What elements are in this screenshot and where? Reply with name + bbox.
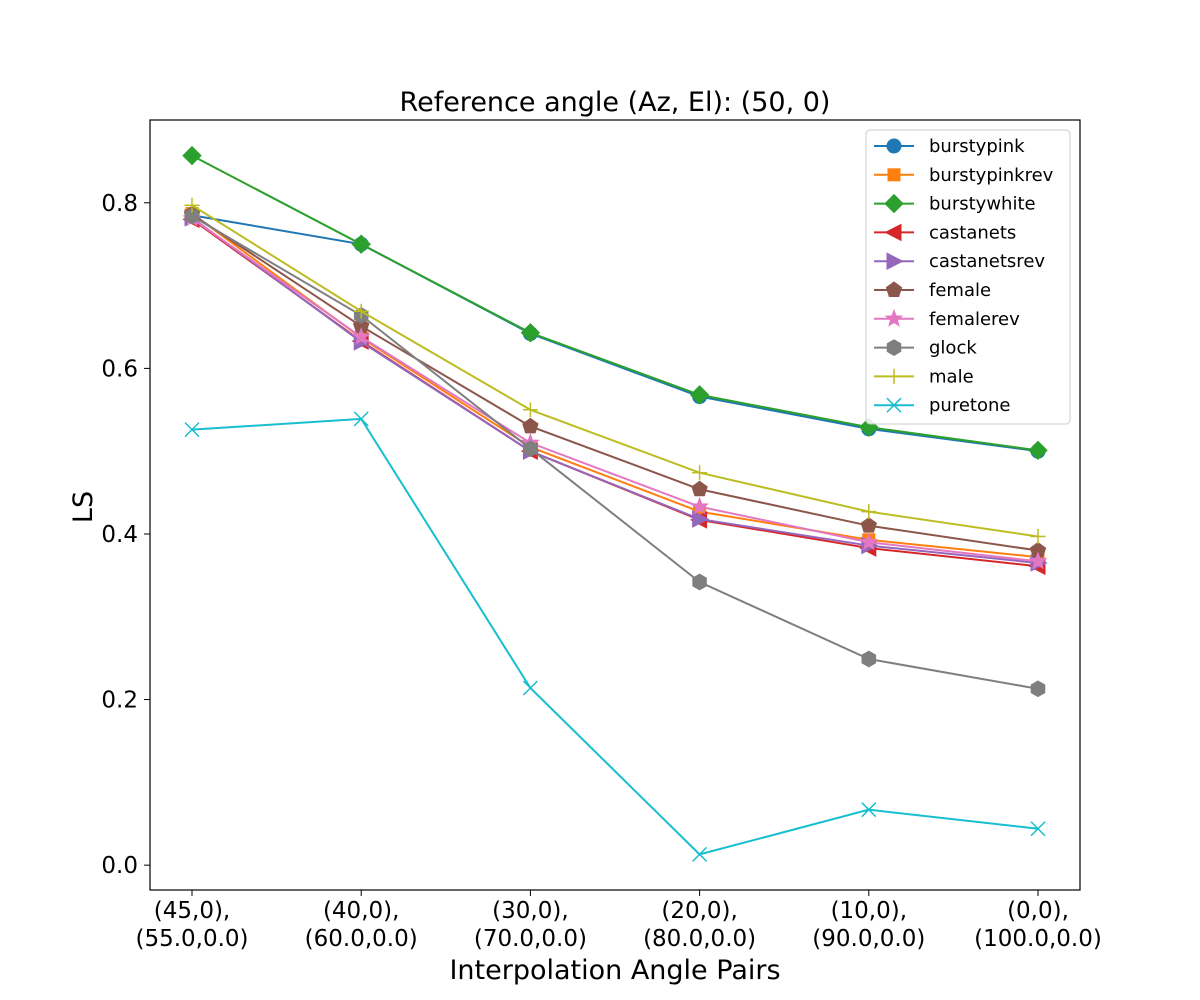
x-tick-label: (60.0,0.0) [305, 926, 418, 952]
legend-item-female: female [874, 280, 991, 301]
legend-item-burstypink: burstypink [874, 136, 1025, 157]
y-tick-label: 0.6 [101, 356, 138, 382]
data-point-puretone-5 [1030, 821, 1046, 837]
x-axis-label: Interpolation Angle Pairs [449, 955, 780, 986]
data-point-burstywhite-3 [689, 385, 710, 405]
data-point-puretone-4 [861, 802, 877, 818]
data-point-puretone-0 [184, 422, 200, 438]
legend-box [865, 129, 1071, 425]
series-line-male [191, 204, 1039, 538]
legend-label: castanets [929, 222, 1016, 243]
legend-item-burstypinkrev: burstypinkrev [874, 165, 1054, 186]
x-tick-label: (30,0), [492, 898, 568, 924]
series-line-female [191, 213, 1039, 552]
series-burstywhite [182, 145, 1048, 461]
y-tick-label: 0.2 [101, 688, 138, 714]
x-tick-label: (90.0,0.0) [812, 926, 925, 952]
data-point-burstywhite-5 [1028, 440, 1048, 461]
legend-label: glock [929, 338, 977, 359]
data-point-puretone-3 [692, 846, 708, 862]
data-point-glock-3 [692, 573, 707, 591]
data-point-male-5 [1030, 528, 1046, 544]
data-point-glock-5 [1030, 680, 1046, 698]
data-point-male-0 [184, 197, 200, 213]
data-point-male-3 [692, 465, 708, 481]
legend-item-femalerev: femalerev [874, 309, 1020, 330]
y-tick-label: 0.8 [101, 191, 138, 217]
legend-item-castanetsrev: castanetsrev [874, 251, 1045, 272]
data-point-glock-2 [523, 440, 538, 458]
x-tick-label: (45,0), [154, 898, 230, 924]
legend-item-burstywhite: burstywhite [874, 194, 1036, 215]
series-line-glock [191, 215, 1039, 690]
data-point-female-4 [860, 517, 877, 533]
data-point-glock-0 [184, 207, 200, 225]
x-tick-label: (80.0,0.0) [643, 926, 756, 952]
legend-marker-puretone [886, 397, 902, 413]
data-point-burstywhite-2 [520, 323, 541, 343]
series-line-burstywhite [191, 154, 1039, 452]
legend-label: burstywhite [929, 194, 1036, 215]
y-tick-label: 0.4 [101, 522, 138, 548]
legend-marker-burstypinkrev [887, 168, 901, 182]
data-point-puretone-2 [522, 680, 538, 696]
x-tick-label: (0,0), [1007, 898, 1069, 924]
series-puretone [184, 411, 1046, 862]
x-tick-label: (40,0), [323, 898, 399, 924]
legend-label: puretone [929, 395, 1010, 416]
legend-label: female [929, 280, 991, 301]
legend-marker-femalerev [884, 308, 904, 327]
legend-label: femalerev [929, 309, 1020, 330]
data-point-femalerev-3 [690, 496, 710, 515]
y-axis: 0.0 0.2 0.4 0.6 0.8 [101, 191, 150, 879]
data-point-castanetsrev-3 [692, 510, 710, 528]
data-point-burstywhite-1 [351, 234, 371, 254]
series-line-femalerev [191, 217, 1039, 563]
legend-label: burstypink [929, 136, 1025, 157]
y-axis-label: LS [68, 491, 99, 523]
x-tick-label: (10,0), [831, 898, 907, 924]
legend-item-glock: glock [874, 338, 977, 359]
data-point-femalerev-5 [1028, 551, 1048, 570]
data-point-burstywhite-0 [182, 145, 202, 166]
legend-marker-burstypink [886, 138, 902, 154]
legend-label: male [929, 366, 974, 387]
plot-area [182, 145, 1048, 862]
data-point-male-1 [353, 303, 369, 319]
x-tick-label: (70.0,0.0) [474, 926, 587, 952]
legend-item-castanets: castanets [874, 222, 1016, 243]
data-point-male-2 [522, 402, 538, 418]
legend-item-male: male [874, 366, 974, 387]
legend-marker-burstywhite [884, 193, 904, 214]
legend: burstypink burstypinkrev burstywhite castan… [865, 129, 1071, 425]
data-point-female-3 [691, 480, 708, 497]
series-male [184, 197, 1046, 544]
data-point-male-4 [861, 504, 877, 520]
legend-marker-female [885, 281, 903, 297]
chart-title: Reference angle (Az, El): (50, 0) [400, 87, 831, 118]
series-line-burstypink [191, 214, 1039, 453]
data-point-femalerev-1 [351, 327, 371, 345]
legend-item-puretone: puretone [874, 395, 1010, 416]
data-point-puretone-1 [353, 411, 369, 427]
series-line-castanetsrev [191, 216, 1039, 564]
legend-marker-glock [886, 339, 902, 356]
legend-label: castanetsrev [929, 251, 1045, 272]
data-point-female-2 [522, 417, 539, 434]
axes-frame [149, 119, 1081, 891]
x-tick-label: (55.0,0.0) [135, 926, 248, 952]
x-tick-label: (100.0,0.0) [974, 926, 1102, 952]
data-point-femalerev-4 [859, 532, 879, 551]
legend-marker-castanetsrev [886, 252, 904, 271]
legend-marker-castanets [884, 223, 902, 242]
x-axis: (45,0),(55.0,0.0) (40,0),(60.0,0.0) (30,0)… [135, 890, 1102, 952]
y-tick-label: 0.0 [101, 853, 138, 879]
x-tick-label: (20,0), [661, 898, 737, 924]
series-line-puretone [191, 417, 1039, 856]
legend-marker-male [886, 368, 902, 384]
legend-label: burstypinkrev [929, 165, 1054, 186]
data-point-glock-4 [861, 650, 877, 668]
